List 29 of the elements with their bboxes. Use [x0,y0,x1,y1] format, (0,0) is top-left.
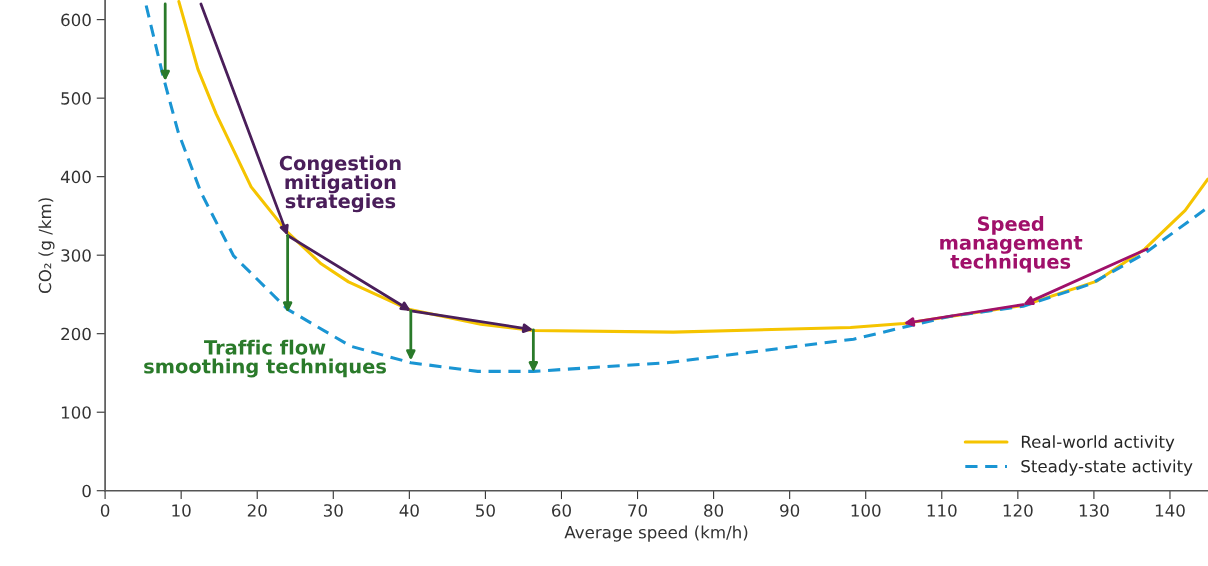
y-tick-label: 600 [61,13,91,27]
x-tick-label: 90 [780,504,800,517]
annotation: Speed management techniques [940,216,1083,273]
x-tick-label: 50 [476,504,495,517]
y-tick-label: 300 [61,249,91,262]
x-tick-label: 130 [1079,504,1109,517]
y-axis-title: CO₂ (g /km) [38,198,55,293]
x-tick-label: 110 [927,504,957,517]
y-tick-label: 200 [61,327,91,341]
x-tick-label: 30 [323,504,343,517]
x-tick-label: 140 [1155,504,1185,517]
x-tick-label: 20 [247,504,267,517]
y-tick-label: 100 [61,406,91,419]
x-tick-label: 80 [704,504,724,517]
x-tick-label: 10 [172,504,191,517]
y-tick-label: 500 [61,92,91,105]
legend-label: Steady-state activity [1021,459,1193,476]
annotation: Congestion mitigation strategies [279,155,401,213]
x-tick-label: 100 [851,504,881,517]
y-tick-label: 400 [60,170,91,184]
x-tick-label: 0 [100,504,110,517]
annotation: Traffic flow smoothing techniques [144,339,386,378]
legend-label: Real-world activity [1021,435,1175,452]
x-tick-label: 40 [399,504,419,517]
x-tick-label: 60 [552,504,571,517]
y-tick-label: 0 [82,484,91,498]
x-tick-label: 120 [1003,504,1033,517]
x-axis-title: Average speed (km/h) [564,525,748,542]
x-tick-label: 70 [628,504,648,517]
